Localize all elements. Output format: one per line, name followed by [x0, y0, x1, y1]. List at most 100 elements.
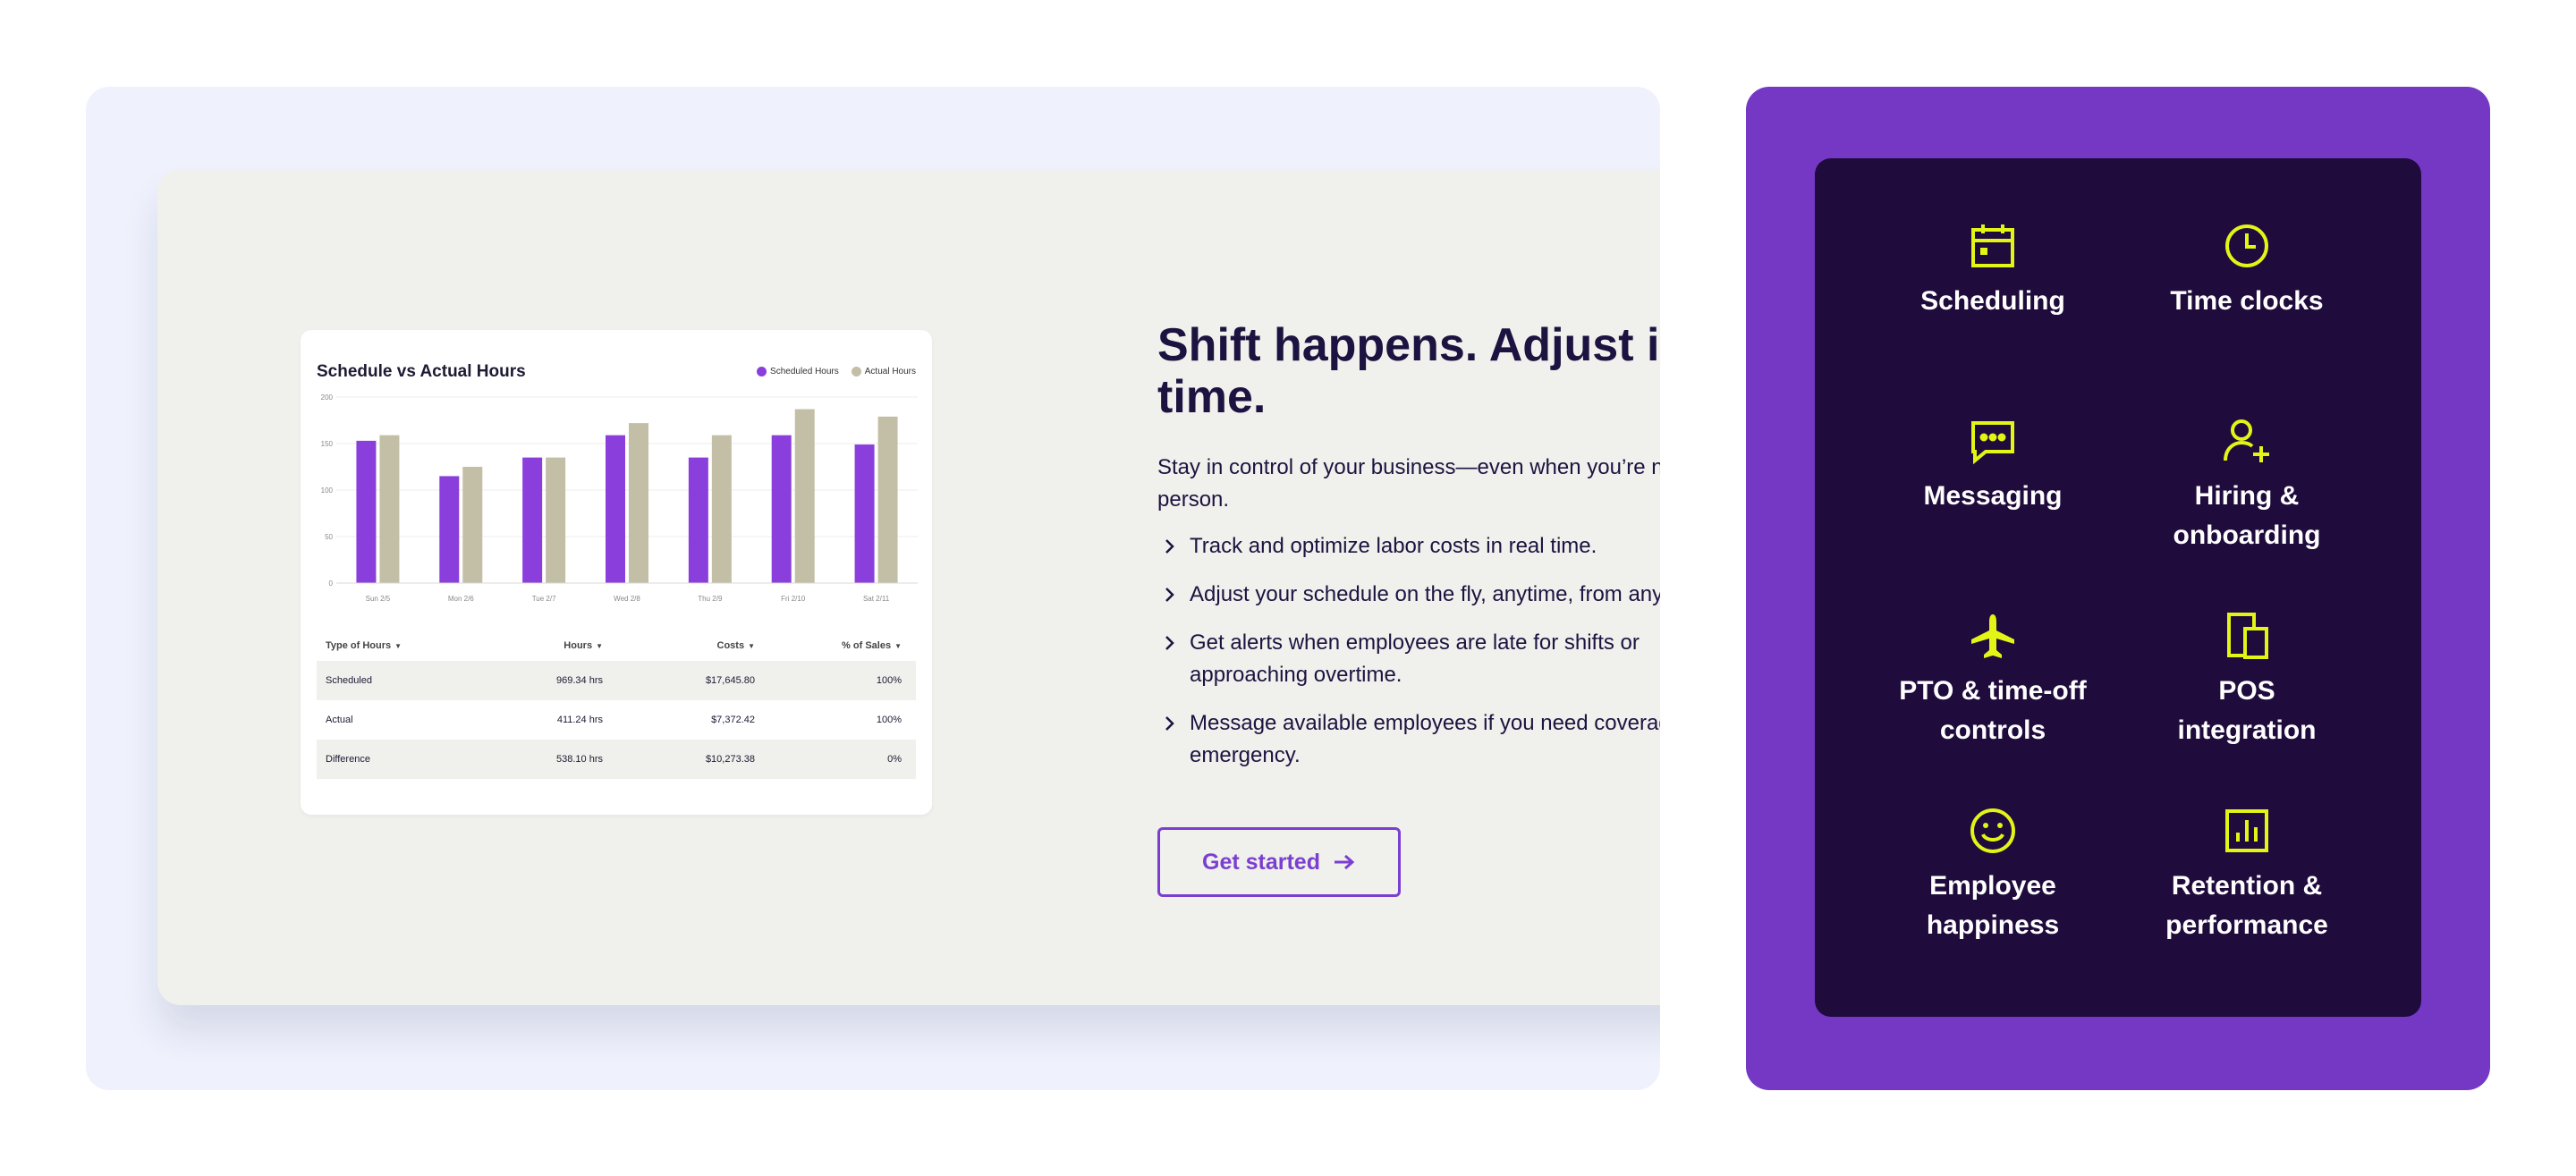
- feature-label: Hiring &: [2194, 481, 2300, 511]
- feature-label: Messaging: [1923, 481, 2063, 511]
- feature-label: Scheduling: [1920, 286, 2065, 316]
- bar-actual: [629, 423, 648, 583]
- bar-scheduled: [439, 476, 460, 583]
- feature-hiring[interactable]: Hiring & onboarding: [2120, 416, 2374, 555]
- legend-scheduled: Scheduled Hours: [757, 367, 839, 376]
- column-header-costs[interactable]: Costs ▼: [716, 640, 755, 651]
- bullet-item: Message available employees if you need …: [1157, 707, 1660, 772]
- cell-costs: $17,645.80: [705, 675, 755, 686]
- bar-scheduled: [854, 444, 875, 583]
- y-tick-label: 100: [321, 486, 334, 495]
- cell-type: Actual: [326, 715, 353, 725]
- intro-line: Stay in control of your business—even wh…: [1157, 455, 1660, 479]
- table-row: Difference 538.10 hrs $10,273.38 0%: [317, 740, 916, 779]
- x-tick-label: Tue 2/7: [532, 595, 556, 603]
- bar-scheduled: [356, 440, 377, 583]
- bar-actual: [711, 435, 732, 583]
- feature-label: integration: [2177, 715, 2317, 745]
- bullet-item: Track and optimize labor costs in real t…: [1157, 530, 1660, 563]
- title-line: time.: [1157, 371, 1267, 423]
- chevron-right-icon: [1165, 636, 1174, 650]
- bullet-text: approaching overtime.: [1190, 663, 1402, 687]
- add-user-icon: [2224, 419, 2269, 462]
- bar-actual: [877, 416, 898, 583]
- cell-hours: 538.10 hrs: [556, 754, 603, 765]
- cell-costs: $7,372.42: [711, 715, 755, 725]
- feature-messaging[interactable]: Messaging: [1866, 416, 2120, 516]
- title-line: Shift happens. Adjust in real: [1157, 319, 1660, 371]
- cell-hours: 411.24 hrs: [556, 715, 603, 725]
- feature-label: happiness: [1926, 910, 2060, 940]
- bar-chart-icon: [2225, 809, 2268, 852]
- get-started-label: Get started: [1202, 849, 1320, 875]
- bar-actual: [462, 467, 483, 583]
- legend-dot-scheduled: [757, 367, 767, 376]
- cell-hours: 969.34 hrs: [556, 675, 603, 686]
- bar-scheduled: [606, 435, 625, 583]
- y-tick-label: 50: [325, 533, 333, 541]
- chevron-right-icon: [1165, 588, 1174, 602]
- legend-actual: Actual Hours: [851, 367, 916, 376]
- caret-down-icon: ▼: [596, 642, 603, 650]
- features-grid: Scheduling Time clocks Messaging Hiring …: [1815, 158, 2421, 1017]
- feature-label: Employee: [1929, 871, 2056, 901]
- cell-type: Difference: [326, 754, 370, 765]
- devices-icon: [2227, 613, 2268, 659]
- feature-retention[interactable]: Retention & performance: [2120, 806, 2374, 945]
- get-started-button[interactable]: Get started: [1157, 827, 1401, 897]
- feature-label: performance: [2165, 910, 2328, 940]
- chart-legend: Scheduled Hours Actual Hours: [757, 367, 916, 376]
- bullet-item: Get alerts when employees are late for s…: [1157, 627, 1660, 691]
- bullet-item: Adjust your schedule on the fly, anytime…: [1157, 579, 1660, 611]
- y-tick-label: 0: [329, 580, 334, 588]
- caret-down-icon: ▼: [748, 642, 755, 650]
- hero-section: 0 50 100 150 200 Sun 2/5 Mon 2/6 Tue 2/7 Wed 2/8…: [86, 87, 1660, 1090]
- x-tick-label: Fri 2/10: [781, 595, 806, 603]
- feature-label: POS: [2218, 676, 2275, 706]
- bar-scheduled: [688, 457, 708, 583]
- smiley-icon: [1970, 808, 2015, 853]
- x-tick-label: Mon 2/6: [448, 595, 474, 603]
- legend-label-scheduled: Scheduled Hours: [770, 367, 839, 376]
- chat-icon: [1971, 421, 2014, 465]
- bullet-text: emergency.: [1190, 743, 1301, 767]
- feature-label: PTO & time-off: [1899, 676, 2087, 706]
- legend-label-actual: Actual Hours: [864, 367, 916, 376]
- x-tick-label: Thu 2/9: [698, 595, 723, 603]
- feature-employee-happiness[interactable]: Employee happiness: [1866, 806, 2120, 945]
- feature-label: Retention &: [2171, 871, 2323, 901]
- column-header-sales[interactable]: % of Sales ▼: [842, 640, 902, 651]
- table-row: Scheduled 969.34 hrs $17,645.80 100%: [317, 661, 916, 700]
- feature-scheduling[interactable]: Scheduling: [1866, 221, 2120, 321]
- arrow-right-icon: [1334, 854, 1355, 870]
- bullet-text: Track and optimize labor costs in real t…: [1190, 534, 1597, 558]
- y-tick-label: 150: [321, 440, 334, 448]
- feature-label: Time clocks: [2170, 286, 2324, 316]
- column-header-type[interactable]: Type of Hours ▼: [326, 640, 402, 651]
- clock-icon: [2225, 224, 2268, 267]
- table-row: Actual 411.24 hrs $7,372.42 100%: [317, 700, 916, 740]
- bullet-text: Get alerts when employees are late for s…: [1190, 630, 1640, 655]
- cell-costs: $10,273.38: [705, 754, 755, 765]
- x-tick-label: Sat 2/11: [863, 595, 890, 603]
- x-tick-label: Wed 2/8: [614, 595, 640, 603]
- page-title: Shift happens. Adjust in real time.: [1157, 319, 1660, 423]
- bar-chart: 0 50 100 150 200 Sun 2/5 Mon 2/6 Tue 2/7 Wed 2/8…: [321, 393, 918, 603]
- chevron-right-icon: [1165, 539, 1174, 554]
- legend-dot-actual: [851, 367, 861, 376]
- column-header-hours[interactable]: Hours ▼: [564, 640, 603, 651]
- feature-time-clocks[interactable]: Time clocks: [2120, 221, 2374, 321]
- feature-pto[interactable]: PTO & time-off controls: [1866, 611, 2120, 750]
- chevron-right-icon: [1165, 716, 1174, 731]
- airplane-icon: [1971, 614, 2014, 658]
- intro-text: Stay in control of your business—even wh…: [1157, 452, 1660, 516]
- y-tick-label: 200: [321, 393, 334, 402]
- schedule-chart-widget: 0 50 100 150 200 Sun 2/5 Mon 2/6 Tue 2/7 Wed 2/8…: [301, 330, 932, 815]
- caret-down-icon: ▼: [894, 642, 902, 650]
- bar-scheduled: [771, 435, 792, 583]
- cell-sales: 100%: [876, 715, 902, 725]
- cell-sales: 100%: [876, 675, 902, 686]
- caret-down-icon: ▼: [394, 642, 402, 650]
- feature-pos[interactable]: POS integration: [2120, 611, 2374, 750]
- cell-sales: 0%: [887, 754, 902, 765]
